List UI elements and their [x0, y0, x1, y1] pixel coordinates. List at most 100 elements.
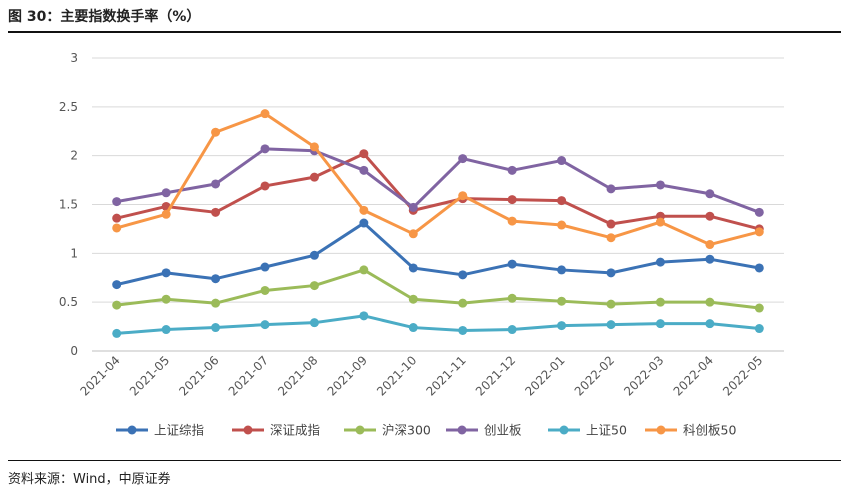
y-tick-label: 3 [70, 51, 78, 65]
data-point [309, 142, 319, 152]
data-point [161, 325, 171, 335]
legend-swatch-marker [559, 425, 569, 435]
data-point [507, 325, 517, 335]
data-point [557, 220, 567, 230]
y-tick-label: 1.5 [59, 198, 78, 212]
data-point [359, 265, 369, 275]
series-line [116, 152, 760, 231]
data-point [211, 127, 221, 137]
data-point [507, 216, 517, 226]
data-point [655, 319, 665, 329]
legend-label: 上证50 [586, 423, 627, 438]
x-tick-label: 2021-07 [226, 353, 271, 398]
legend-swatch-marker [243, 425, 253, 435]
data-point [211, 207, 221, 217]
x-tick-label: 2022-03 [621, 353, 666, 398]
data-point [260, 262, 270, 272]
data-point [655, 180, 665, 190]
data-point [507, 293, 517, 303]
line-chart: 00.511.522.53 2021-04 2021-05 2021-06 2021-… [59, 51, 784, 438]
data-point [408, 229, 418, 239]
legend-label: 创业板 [484, 423, 522, 438]
data-point [112, 328, 122, 338]
x-tick-label: 2021-10 [374, 353, 419, 398]
legend-label: 上证综指 [154, 423, 204, 438]
data-point [211, 274, 221, 284]
data-point [655, 257, 665, 267]
legend-swatch-marker [656, 425, 666, 435]
data-point [705, 211, 715, 221]
x-tick-label: 2022-01 [522, 353, 567, 398]
y-axis-ticks: 0 0.5 1 1.5 2 2.5 3 [59, 51, 78, 358]
data-point [359, 149, 369, 159]
x-tick-label: 2022-04 [671, 353, 716, 398]
series-line [116, 268, 760, 310]
data-point [754, 324, 764, 334]
data-point [705, 319, 715, 329]
x-tick-label: 2021-04 [77, 353, 122, 398]
y-tick-label: 0.5 [59, 295, 78, 309]
data-point [754, 227, 764, 237]
data-point [655, 297, 665, 307]
data-point [359, 165, 369, 175]
data-point [557, 156, 567, 166]
series-line [116, 112, 760, 247]
legend-label: 沪深300 [382, 423, 431, 438]
footer-divider [8, 460, 841, 461]
x-axis-ticks: 2021-04 2021-05 2021-06 2021-07 2021-08 2021-… [77, 353, 765, 398]
data-point [606, 299, 616, 309]
data-point [260, 320, 270, 330]
data-point [606, 268, 616, 278]
data-point [408, 202, 418, 212]
data-point [507, 259, 517, 269]
data-point [606, 219, 616, 229]
data-point [705, 297, 715, 307]
data-point [408, 294, 418, 304]
y-tick-label: 2.5 [59, 100, 78, 114]
title-divider [8, 31, 841, 33]
x-tick-label: 2021-05 [127, 353, 172, 398]
data-point [112, 280, 122, 290]
series-2 [112, 265, 764, 313]
data-point [655, 217, 665, 227]
data-point [260, 285, 270, 295]
y-tick-label: 2 [70, 149, 78, 163]
data-point [458, 191, 468, 201]
series-line [116, 147, 760, 214]
legend-item: 深证成指 [232, 423, 320, 438]
data-point [557, 196, 567, 206]
legend-swatch-marker [127, 425, 137, 435]
series-line [116, 314, 760, 335]
x-tick-label: 2022-05 [720, 353, 765, 398]
series-line [116, 221, 760, 287]
legend-item: 上证50 [548, 423, 627, 438]
data-point [359, 218, 369, 228]
data-point [606, 320, 616, 330]
data-point [161, 294, 171, 304]
data-point [458, 325, 468, 335]
data-point [211, 323, 221, 333]
x-tick-label: 2021-12 [473, 353, 518, 398]
series-3 [112, 144, 764, 217]
legend-item: 上证综指 [116, 423, 204, 438]
legend-item: 创业板 [446, 423, 522, 438]
data-point [309, 281, 319, 291]
x-tick-label: 2021-11 [423, 353, 468, 398]
data-point [458, 298, 468, 308]
series-0 [112, 218, 764, 290]
x-tick-label: 2021-09 [325, 353, 370, 398]
y-tick-label: 0 [70, 344, 78, 358]
series-4 [112, 311, 764, 338]
series-1 [112, 149, 764, 234]
data-point [161, 268, 171, 278]
data-point [458, 154, 468, 164]
legend-label: 深证成指 [270, 423, 320, 438]
data-point [458, 270, 468, 280]
data-point [408, 263, 418, 273]
x-tick-label: 2022-02 [572, 353, 617, 398]
data-point [408, 323, 418, 333]
legend-item: 科创板50 [645, 423, 736, 438]
series-5 [112, 109, 764, 250]
data-point [112, 197, 122, 207]
data-point [161, 209, 171, 219]
